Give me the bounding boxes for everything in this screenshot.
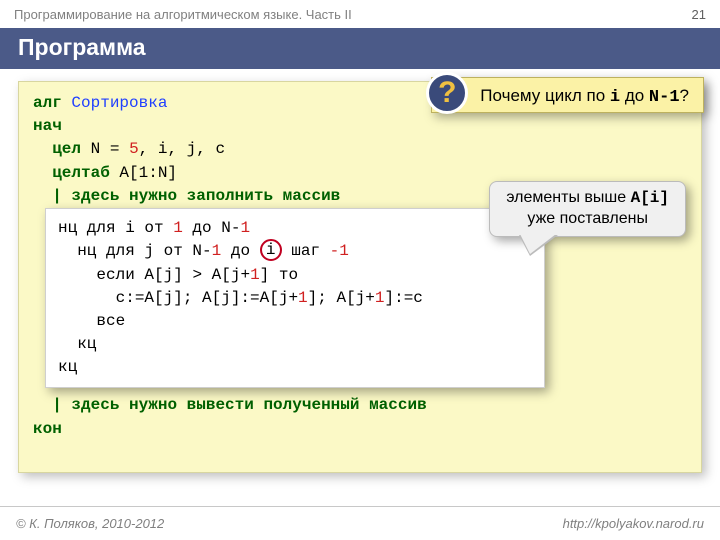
kw-vse: все <box>96 312 125 330</box>
question-badge: ? <box>426 72 468 114</box>
nc-outer-pre: нц для i от <box>58 219 173 237</box>
nc-inner-mid: до <box>221 242 259 260</box>
kw-kon: кон <box>33 420 62 438</box>
comment2: здесь нужно вывести полученный массив <box>71 396 426 414</box>
callout-q-post: ? <box>680 86 689 105</box>
tip-line1-mono: A[i] <box>631 189 669 207</box>
decl-5: 5 <box>129 140 139 158</box>
question-badge-text: ? <box>438 76 456 109</box>
callout-q-n: N-1 <box>649 88 680 107</box>
nc-inner-1: 1 <box>212 242 222 260</box>
footer-url: http://kpolyakov.narod.ru <box>563 516 704 531</box>
comment2-bar: | <box>52 396 62 414</box>
callout-q-mid: до <box>620 86 649 105</box>
callout-q-pre: Почему цикл по <box>480 86 610 105</box>
inner-line-nc-inner: нц для j от N-1 до i шаг -1 <box>58 240 532 263</box>
decl-rest: , i, j, с <box>139 140 225 158</box>
nc-inner-step-v: -1 <box>330 242 349 260</box>
if-1: 1 <box>250 266 260 284</box>
code-line-nach: нач <box>33 115 687 138</box>
content-area: алг Сортировка нач цел N = 5, i, j, с це… <box>0 69 720 481</box>
callout-q-i: i <box>610 88 620 107</box>
kw-kc1: кц <box>77 335 96 353</box>
callout-tip-line2: уже поставлены <box>506 209 669 230</box>
if-pre: если A[j] <box>96 266 182 284</box>
callout-question: ? Почему цикл по i до N-1? <box>431 77 704 113</box>
inner-line-vse: все <box>58 310 532 333</box>
comment1: здесь нужно заполнить массив <box>71 187 340 205</box>
kw-celtab: целтаб <box>52 164 110 182</box>
assign-mid: ]; A[j+ <box>308 289 375 307</box>
kw-cel: цел <box>52 140 81 158</box>
code-block-outer: алг Сортировка нач цел N = 5, i, j, с це… <box>18 81 702 473</box>
circled-i-text: i <box>266 241 276 259</box>
inner-line-if: если A[j] > A[j+1] то <box>58 264 532 287</box>
kw-kc2: кц <box>58 358 77 376</box>
code-block-inner: нц для i от 1 до N-1 нц для j от N-1 до … <box>45 208 545 389</box>
kw-nach: нач <box>33 117 62 135</box>
breadcrumb: Программирование на алгоритмическом язык… <box>14 7 352 22</box>
if-rhs-pre: A[j+ <box>212 266 250 284</box>
decl-tab: A[1:N] <box>119 164 177 182</box>
code-line-decl1: цел N = 5, i, j, с <box>33 138 687 161</box>
if-rhs-post: ] то <box>260 266 298 284</box>
page-number: 21 <box>692 7 706 22</box>
page-title: Программа <box>18 34 146 60</box>
assign-pre: c:=A[j]; A[j]:=A[j+ <box>116 289 298 307</box>
nc-inner-step-kw: шаг <box>291 242 320 260</box>
assign-1a: 1 <box>298 289 308 307</box>
circled-i: i <box>260 239 282 261</box>
slide-header: Программирование на алгоритмическом язык… <box>0 0 720 28</box>
assign-post: ]:=c <box>384 289 422 307</box>
footer-copyright: © К. Поляков, 2010-2012 <box>16 516 164 531</box>
callout-tip: элементы выше A[i] уже поставлены <box>489 181 686 237</box>
slide-footer: © К. Поляков, 2010-2012 http://kpolyakov… <box>0 506 720 540</box>
inner-line-nc-outer: нц для i от 1 до N-1 <box>58 217 532 240</box>
code-line-kon: кон <box>33 418 687 441</box>
nc-outer-end1: 1 <box>240 219 250 237</box>
callout-tip-line1: элементы выше A[i] <box>506 188 669 209</box>
title-bar: Программа <box>0 28 720 69</box>
code-line-comment2: | здесь нужно вывести полученный массив <box>33 394 687 417</box>
inner-line-kc1: кц <box>58 333 532 356</box>
alg-name: Сортировка <box>71 94 167 112</box>
nc-inner-pre: нц для j от N- <box>77 242 211 260</box>
kw-alg: алг <box>33 94 62 112</box>
inner-line-assign: c:=A[j]; A[j]:=A[j+1]; A[j+1]:=c <box>58 287 532 310</box>
decl-eq: = <box>110 140 120 158</box>
inner-line-kc2: кц <box>58 356 532 379</box>
tip-line1-pre: элементы выше <box>506 189 630 206</box>
if-gt: > <box>192 266 202 284</box>
nc-outer-1: 1 <box>173 219 183 237</box>
nc-outer-mid: до N- <box>183 219 241 237</box>
comment1-bar: | <box>52 187 62 205</box>
decl-N: N <box>91 140 101 158</box>
